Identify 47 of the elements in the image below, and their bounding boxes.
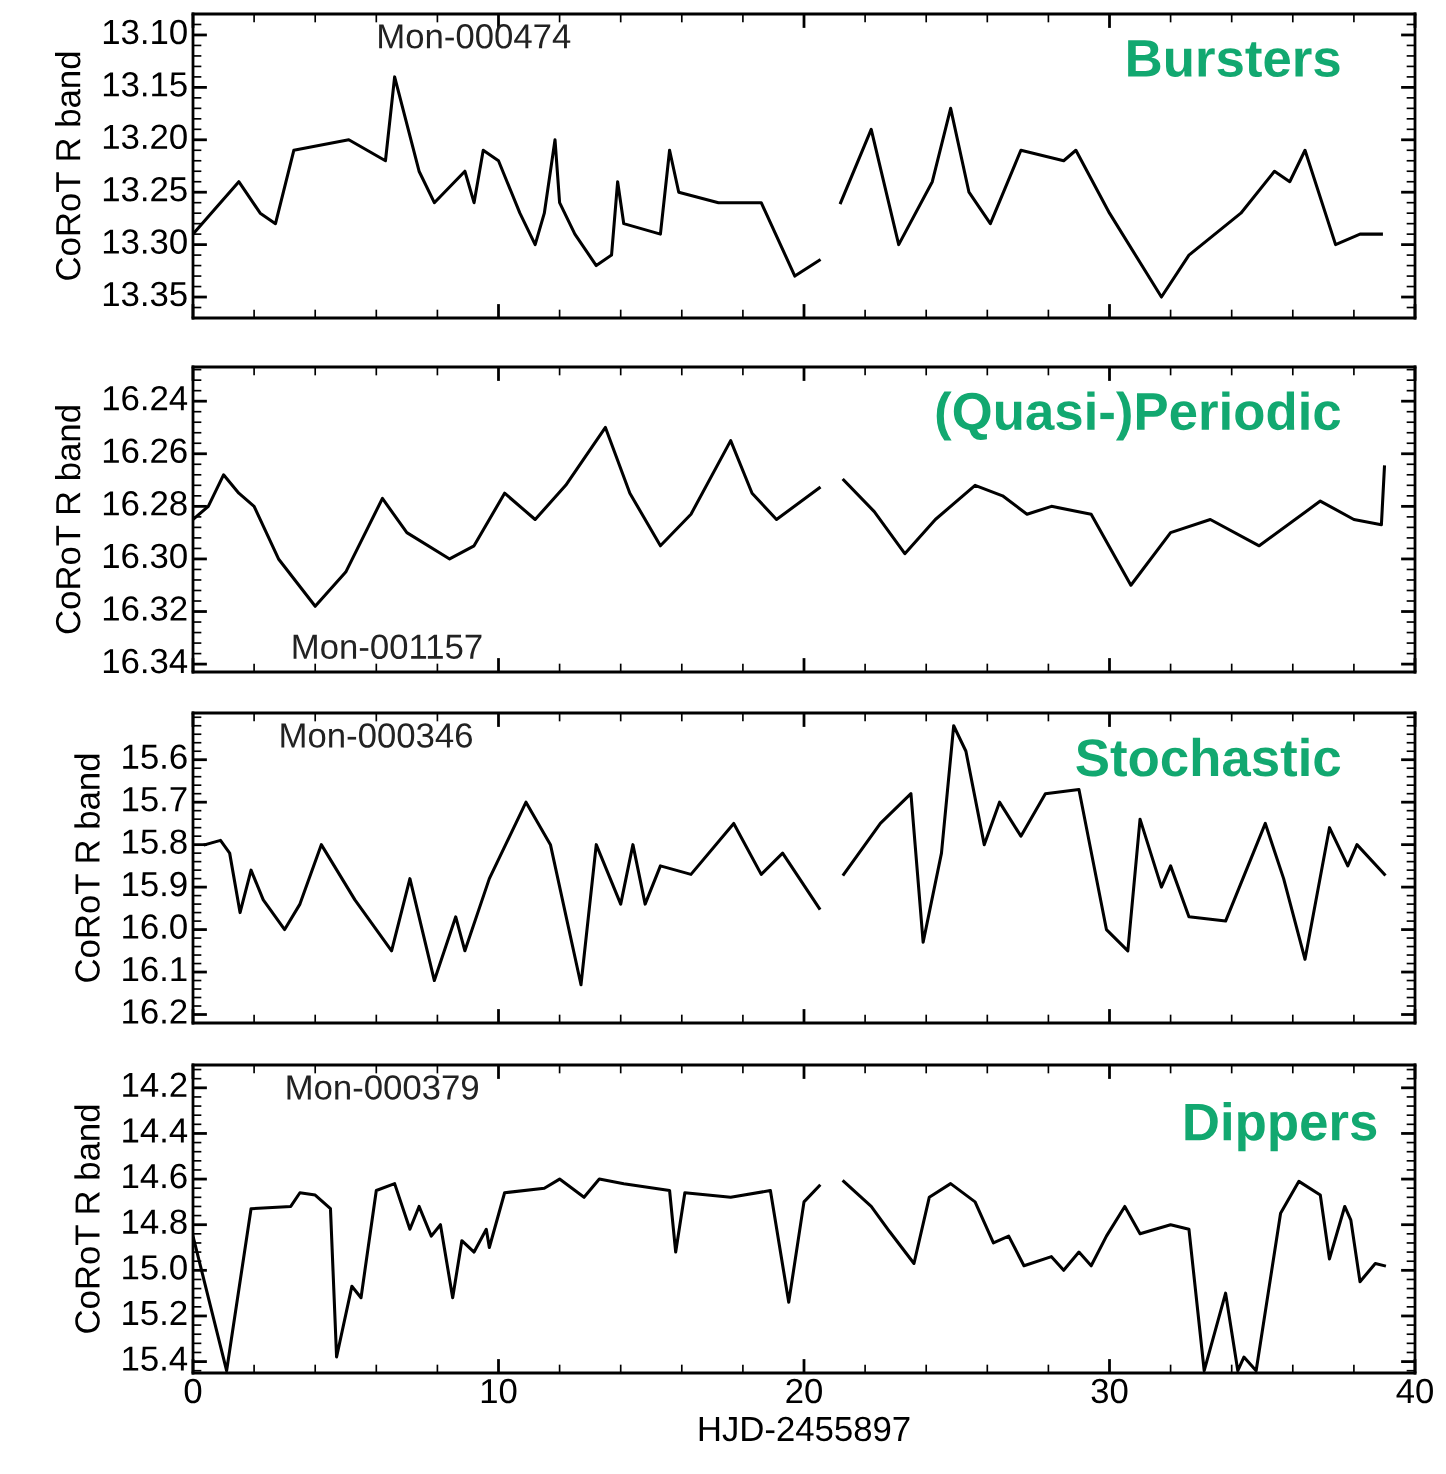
y-tick-label: 16.32: [103, 596, 187, 621]
y-tick-label: 13.30: [103, 229, 187, 254]
y-tick-label: 14.8: [123, 1209, 187, 1235]
chart-title: Bursters: [1128, 40, 1340, 78]
y-tick-label: 16.2: [123, 999, 187, 1024]
line-series: [839, 106, 1383, 299]
y-axis-title: CoRoT R band: [55, 52, 81, 280]
text: Dippers: [1185, 1101, 1377, 1152]
y-tick-label: 16.26: [103, 438, 187, 464]
y-tick-label: 14.6: [123, 1163, 187, 1189]
x-tick-label: 40: [1396, 1378, 1433, 1404]
annotation: Mon-001157: [293, 634, 482, 660]
annotation: Mon-000474: [379, 24, 571, 49]
y-tick-label: 15.8: [123, 829, 187, 854]
x-tick-label: 30: [1091, 1378, 1128, 1404]
y-tick-label: 16.1: [123, 956, 187, 982]
y-tick-label: 13.15: [103, 72, 187, 97]
line-series: [842, 724, 1386, 961]
y-tick-label: 15.7: [123, 787, 187, 812]
y-tick-label: 14.4: [123, 1118, 188, 1143]
y-tick-label: 16.30: [103, 543, 187, 569]
chart-title: (Quasi-)Periodic: [936, 391, 1341, 441]
y-tick-label: 13.10: [103, 19, 187, 45]
y-tick-label: 16.24: [103, 385, 188, 411]
x-tick-label: 20: [786, 1378, 822, 1404]
annotation: Mon-000379: [287, 1075, 478, 1100]
y-tick-label: 15.9: [123, 871, 187, 897]
y-tick-label: 15.4: [123, 1346, 188, 1371]
y-tick-label: 13.35: [103, 281, 187, 307]
x-tick-label: 0: [184, 1378, 202, 1404]
y-tick-label: 16.28: [103, 491, 187, 516]
y-tick-label: 13.25: [103, 176, 187, 202]
y-tick-label: 16.34: [103, 648, 188, 674]
x-tick-label: 10: [481, 1378, 517, 1404]
chart-title: Stochastic: [1076, 737, 1341, 777]
y-tick-label: 15.0: [123, 1255, 187, 1280]
y-tick-label: 15.6: [123, 744, 187, 770]
y-tick-label: 13.20: [103, 124, 187, 150]
y-axis-title: CoRoT R band: [74, 754, 100, 982]
y-tick-label: 15.2: [123, 1300, 187, 1326]
x-axis-title: HJD-2455897: [699, 1416, 910, 1442]
line-series: [842, 465, 1386, 587]
y-axis-title: CoRoT R band: [55, 406, 81, 634]
y-tick-label: 14.2: [123, 1072, 187, 1097]
y-tick-label: 16.0: [123, 914, 187, 939]
annotation: Mon-000346: [281, 723, 472, 748]
y-axis-title: CoRoT R band: [74, 1105, 100, 1333]
